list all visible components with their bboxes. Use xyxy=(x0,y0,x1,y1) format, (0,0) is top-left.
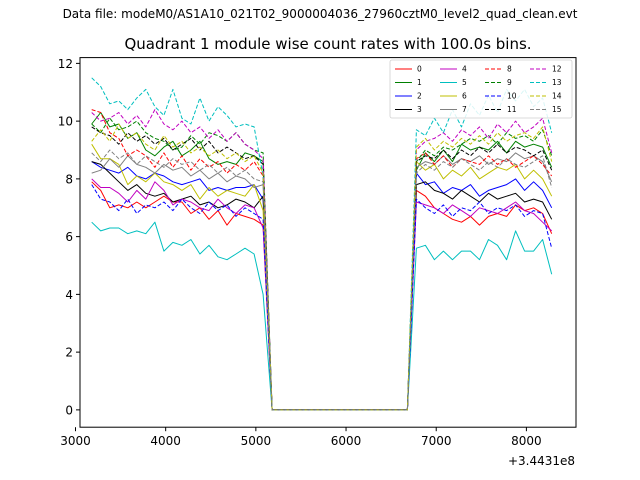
legend-label-4: 4 xyxy=(462,65,467,74)
x-tick-label: 3000 xyxy=(60,434,91,448)
legend-label-13: 13 xyxy=(552,78,562,87)
legend-label-9: 9 xyxy=(507,78,512,87)
series-line-7 xyxy=(91,152,553,411)
x-tick-label: 7000 xyxy=(421,434,452,448)
x-tick-label: 8000 xyxy=(511,434,542,448)
series-line-12 xyxy=(91,109,553,411)
y-tick-label: 8 xyxy=(65,172,73,186)
y-tick-label: 12 xyxy=(58,57,73,71)
series-line-0 xyxy=(91,181,553,411)
series-line-8 xyxy=(91,109,553,411)
x-offset-label: +3.4431e8 xyxy=(508,454,575,468)
y-tick-label: 4 xyxy=(65,288,73,302)
legend-label-7: 7 xyxy=(462,105,467,114)
series-line-9 xyxy=(91,117,553,411)
series-line-5 xyxy=(91,221,553,411)
x-tick-label: 4000 xyxy=(150,434,181,448)
x-tick-label: 5000 xyxy=(241,434,272,448)
legend-label-12: 12 xyxy=(552,65,562,74)
series-line-4 xyxy=(91,178,553,411)
legend-label-6: 6 xyxy=(462,92,467,101)
legend-label-5: 5 xyxy=(462,78,467,87)
y-tick-label: 0 xyxy=(65,403,73,417)
series-line-15 xyxy=(91,149,553,411)
series-line-13 xyxy=(91,77,553,411)
y-tick-label: 6 xyxy=(65,230,73,244)
series-layer xyxy=(91,77,553,411)
legend-label-14: 14 xyxy=(552,92,562,101)
plot-frame xyxy=(79,57,577,428)
file-label: Data file: modeM0/AS1A10_021T02_90000040… xyxy=(62,7,578,21)
x-tick-label: 6000 xyxy=(331,434,362,448)
legend-label-2: 2 xyxy=(417,92,422,101)
series-line-10 xyxy=(91,184,553,411)
series-line-6 xyxy=(91,143,553,411)
legend-label-10: 10 xyxy=(507,92,517,101)
legend-label-8: 8 xyxy=(507,65,512,74)
legend-label-15: 15 xyxy=(552,105,562,114)
legend-label-0: 0 xyxy=(417,65,422,74)
y-tick-label: 10 xyxy=(58,115,73,129)
series-line-11 xyxy=(91,126,553,411)
legend-frame xyxy=(389,59,573,119)
series-line-14 xyxy=(91,123,553,411)
legend-label-11: 11 xyxy=(507,105,517,114)
legend-label-1: 1 xyxy=(417,78,422,87)
y-tick-label: 2 xyxy=(65,346,73,360)
chart-title: Quadrant 1 module wise count rates with … xyxy=(124,35,531,53)
legend-label-3: 3 xyxy=(417,105,422,114)
